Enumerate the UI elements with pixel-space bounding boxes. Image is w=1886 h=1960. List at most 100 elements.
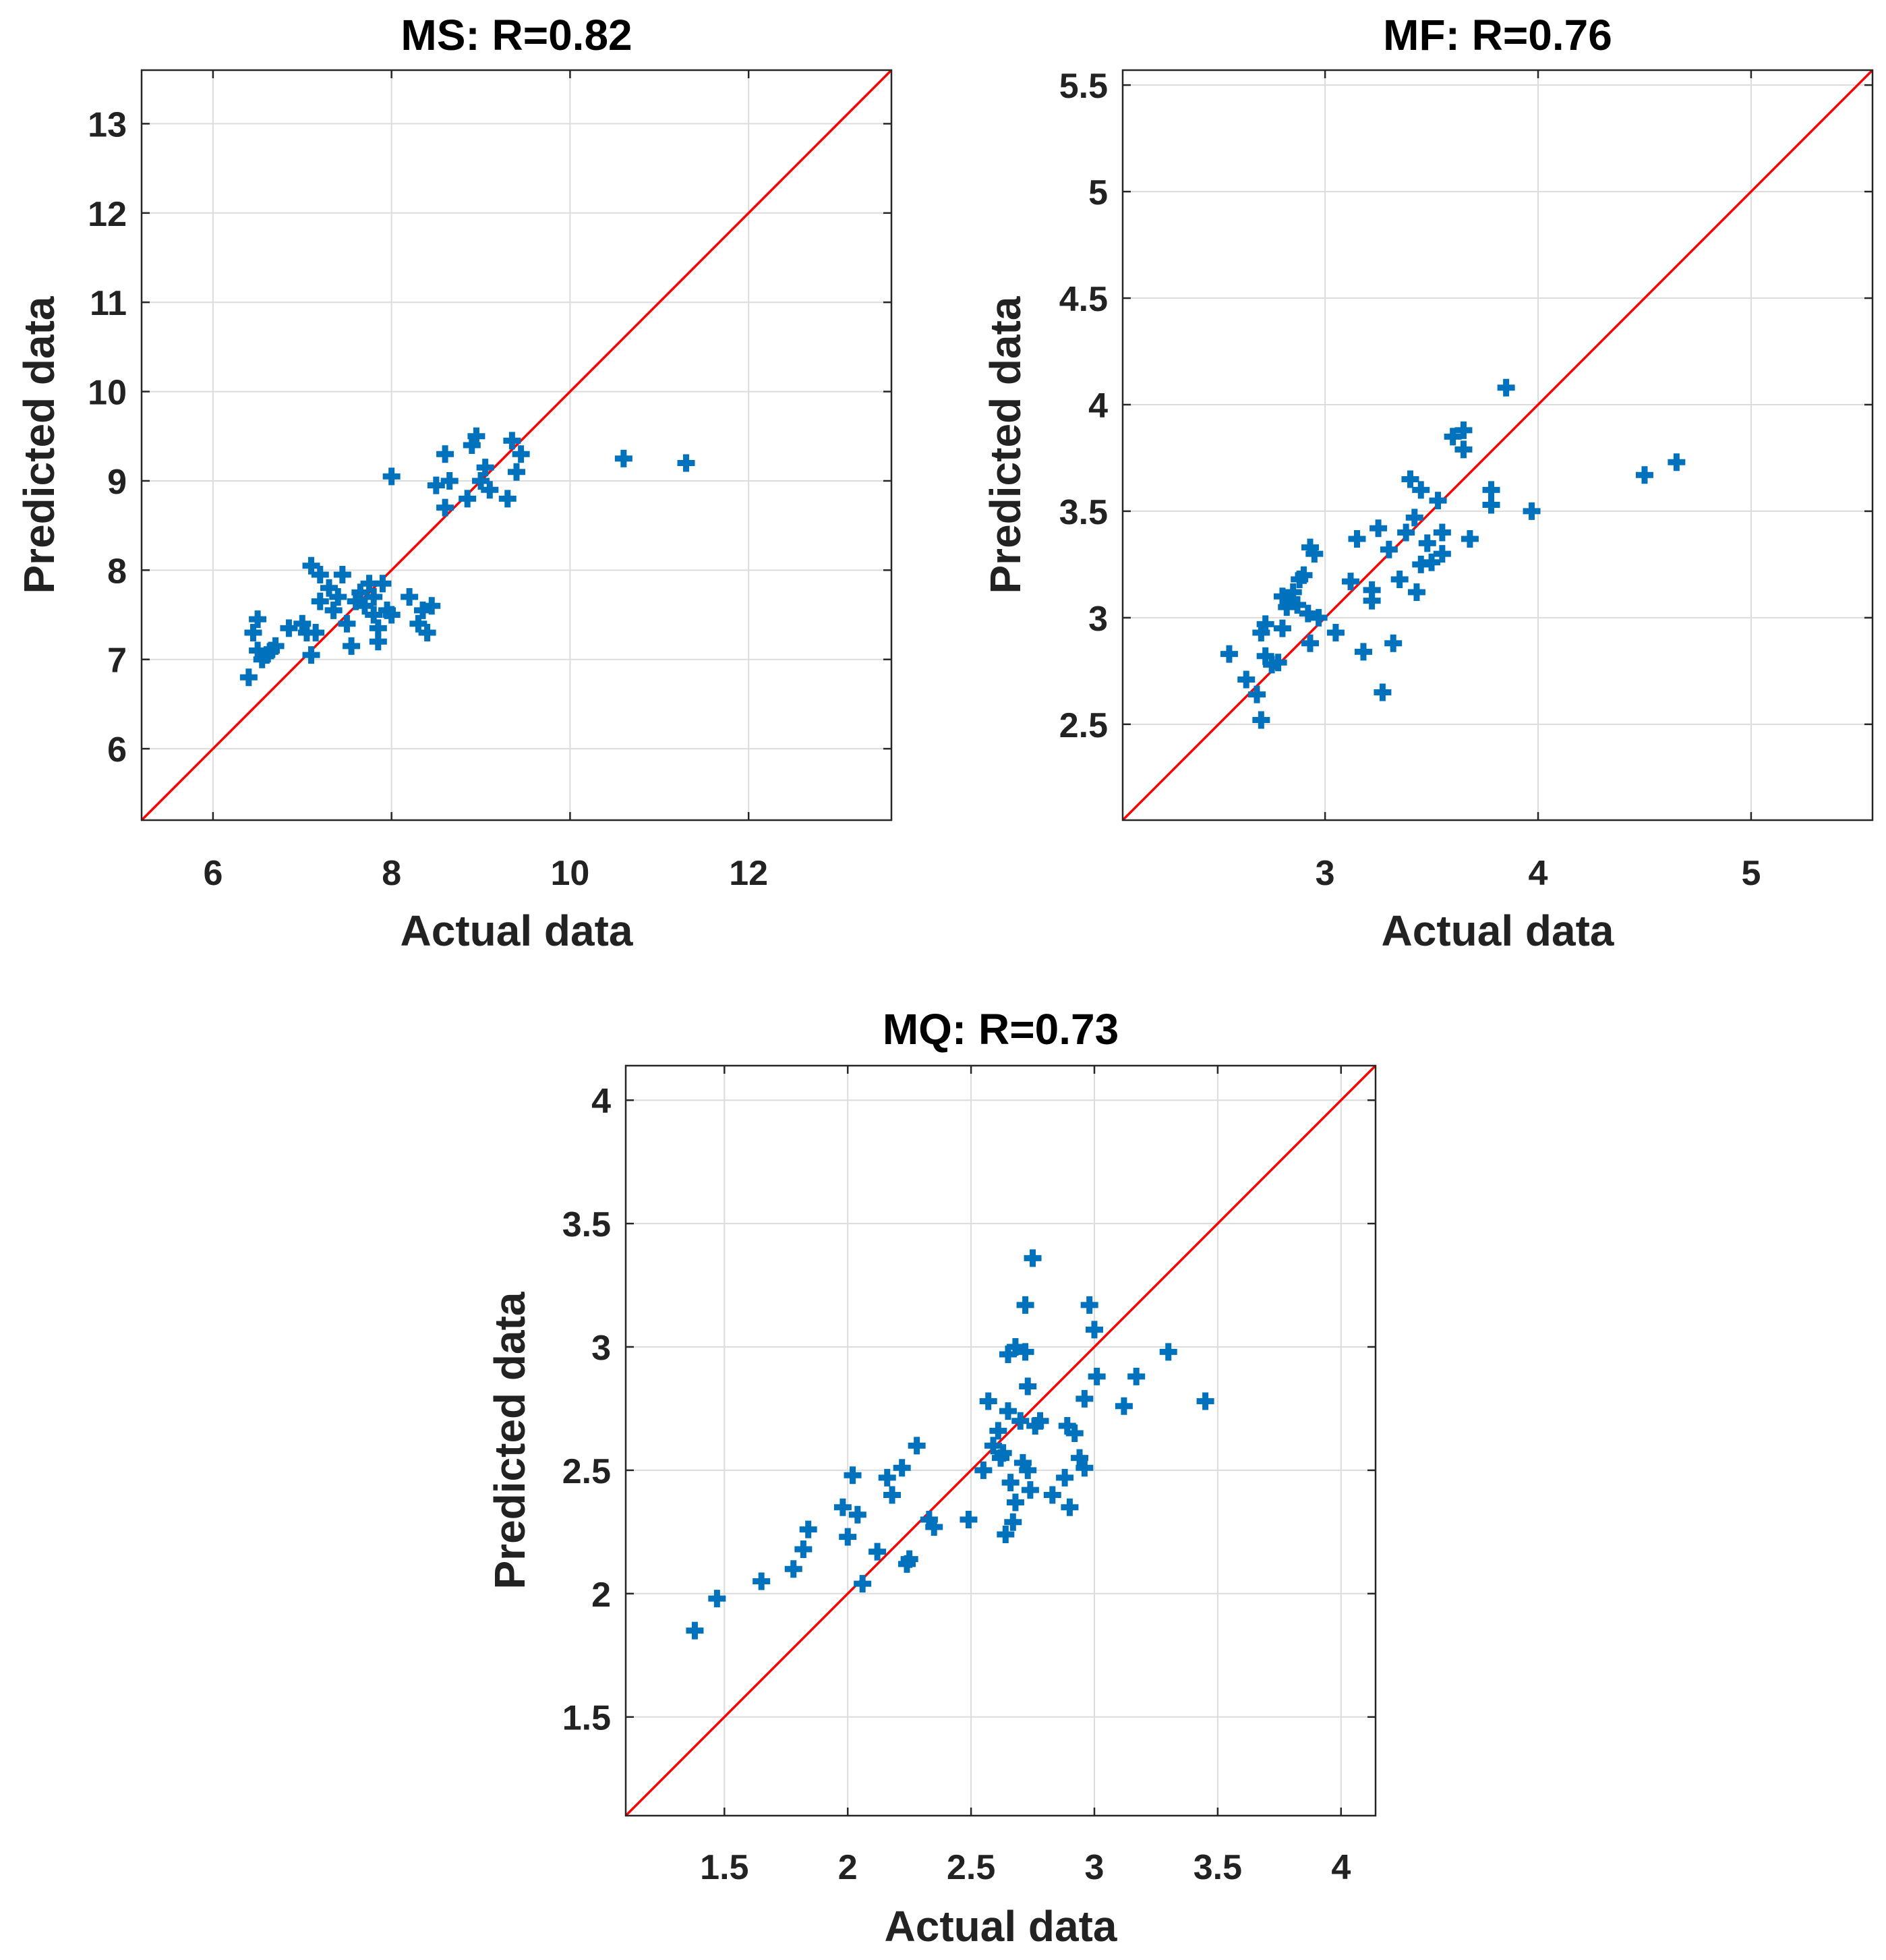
ms-y-tick-label: 10 (88, 374, 127, 413)
mq-y-tick-label: 3.5 (562, 1205, 611, 1244)
ms-data-point (302, 646, 320, 664)
mf-data-point (1305, 545, 1324, 563)
mq-y-tick-label: 2 (591, 1576, 611, 1615)
mf-data-point (1342, 573, 1360, 591)
mq-data-point (999, 1402, 1017, 1420)
ms-data-point (239, 668, 258, 687)
ms-y-tick-label: 7 (107, 641, 127, 681)
ms-data-point (512, 445, 530, 463)
mq-chart-title: MQ: R=0.73 (883, 1005, 1119, 1054)
mq-data-point (979, 1392, 997, 1410)
ms-data-point (311, 592, 329, 610)
mf-data-point (1482, 496, 1500, 514)
ms-data-point (302, 556, 320, 575)
mq-data-point (686, 1621, 704, 1640)
mf-y-tick-label: 4.5 (1059, 280, 1108, 319)
mq-data-point (839, 1528, 857, 1546)
ms-data-point (423, 597, 441, 615)
mf-data-point (1354, 643, 1372, 661)
ms-data-point (414, 601, 432, 619)
mq-data-point (794, 1540, 813, 1558)
mq-y-tick-label: 3 (591, 1329, 611, 1368)
mf-y-tick-label: 5 (1088, 173, 1108, 212)
mq-data-point (1080, 1296, 1098, 1314)
mq-data-point (1019, 1461, 1037, 1479)
mq-data-point (989, 1422, 1007, 1440)
mq-x-tick-label: 3 (1085, 1848, 1104, 1887)
ms-data-point (472, 471, 490, 490)
mq-data-point (848, 1505, 866, 1524)
ms-data-point (440, 471, 459, 490)
ms-y-tick-label: 11 (90, 284, 127, 323)
ms-data-point (311, 565, 329, 583)
mf-chart-title: MF: R=0.76 (1383, 11, 1612, 59)
mf-data-point (1454, 440, 1473, 459)
ms-x-axis-label: Actual data (401, 906, 633, 955)
ms-data-point (369, 619, 387, 637)
ms-data-point (374, 575, 392, 593)
mf-data-point (1390, 571, 1409, 589)
mf-x-axis-label: Actual data (1382, 906, 1614, 955)
mq-data-point (1075, 1459, 1094, 1477)
mq-x-tick-label: 4 (1331, 1848, 1351, 1887)
mq-x-tick-label: 1.5 (700, 1848, 748, 1887)
ms-data-point (481, 481, 499, 499)
ms-data-point (347, 592, 365, 610)
ms-data-point (333, 565, 351, 583)
mf-data-point (1497, 378, 1515, 397)
ms-data-point (508, 463, 525, 481)
mq-data-point (1071, 1449, 1089, 1467)
ms-data-point (249, 610, 267, 629)
mf-data-point (1295, 566, 1313, 584)
mf-data-point (1635, 466, 1653, 484)
mf-data-point (1397, 523, 1415, 542)
ms-x-tick-label: 6 (203, 854, 223, 893)
mf-data-point (1433, 523, 1451, 542)
mf-data-point (1482, 481, 1500, 499)
mf-data-point (1301, 634, 1319, 652)
mq-data-point (1196, 1392, 1214, 1410)
mf-data-point (1284, 583, 1302, 601)
mq-scatter-plot: 1.5 2 2.5 3 3.5 4 1.5 2 2.5 3 3.5 4 MQ: R=0.73 Actual… (485, 1005, 1377, 1951)
ms-reference-line (140, 69, 893, 822)
mq-data-point (799, 1520, 817, 1538)
ms-x-tick-label: 8 (382, 854, 401, 893)
mf-data-point (1220, 645, 1238, 663)
mq-data-point (997, 1526, 1015, 1543)
ms-data-point (467, 427, 485, 445)
ms-scatter-plot: 6 8 10 12 6 7 8 9 10 11 12 13 MS: R=0.82 Actual data P… (15, 11, 893, 955)
mf-data-point (1309, 608, 1328, 627)
mq-x-tick-label: 2.5 (947, 1848, 995, 1887)
mq-data-point (1065, 1424, 1084, 1443)
mq-data-point (974, 1461, 993, 1479)
mf-data-point (1433, 545, 1451, 563)
mq-data-point (844, 1466, 862, 1485)
ms-axes-frame (140, 69, 893, 822)
mf-y-tick-label: 2.5 (1059, 706, 1108, 745)
ms-data-point (459, 490, 477, 508)
mq-data-point (1061, 1498, 1079, 1516)
ms-data-point (266, 637, 285, 655)
ms-y-tick-label: 13 (88, 105, 127, 144)
ms-data-point (418, 624, 436, 641)
ms-data-point (329, 588, 347, 606)
ms-data-point (320, 579, 338, 597)
mf-data-point (1405, 509, 1423, 527)
mq-data-point (908, 1437, 926, 1455)
ms-y-tick-label: 9 (107, 463, 127, 502)
ms-x-tick-label: 12 (729, 854, 768, 893)
mq-data-point (1159, 1343, 1177, 1361)
mq-data-point (1019, 1377, 1037, 1395)
mq-data-point (1011, 1412, 1030, 1430)
ms-data-point (503, 432, 521, 450)
mf-data-point (1273, 619, 1291, 637)
ms-data-point (351, 583, 370, 602)
mf-data-point (1363, 581, 1381, 599)
ms-data-point (436, 498, 454, 517)
ms-data-point (463, 436, 481, 454)
mf-data-point (1299, 604, 1317, 623)
mf-data-point (1326, 624, 1345, 641)
ms-data-point (355, 597, 374, 615)
ms-data-point (307, 624, 325, 641)
